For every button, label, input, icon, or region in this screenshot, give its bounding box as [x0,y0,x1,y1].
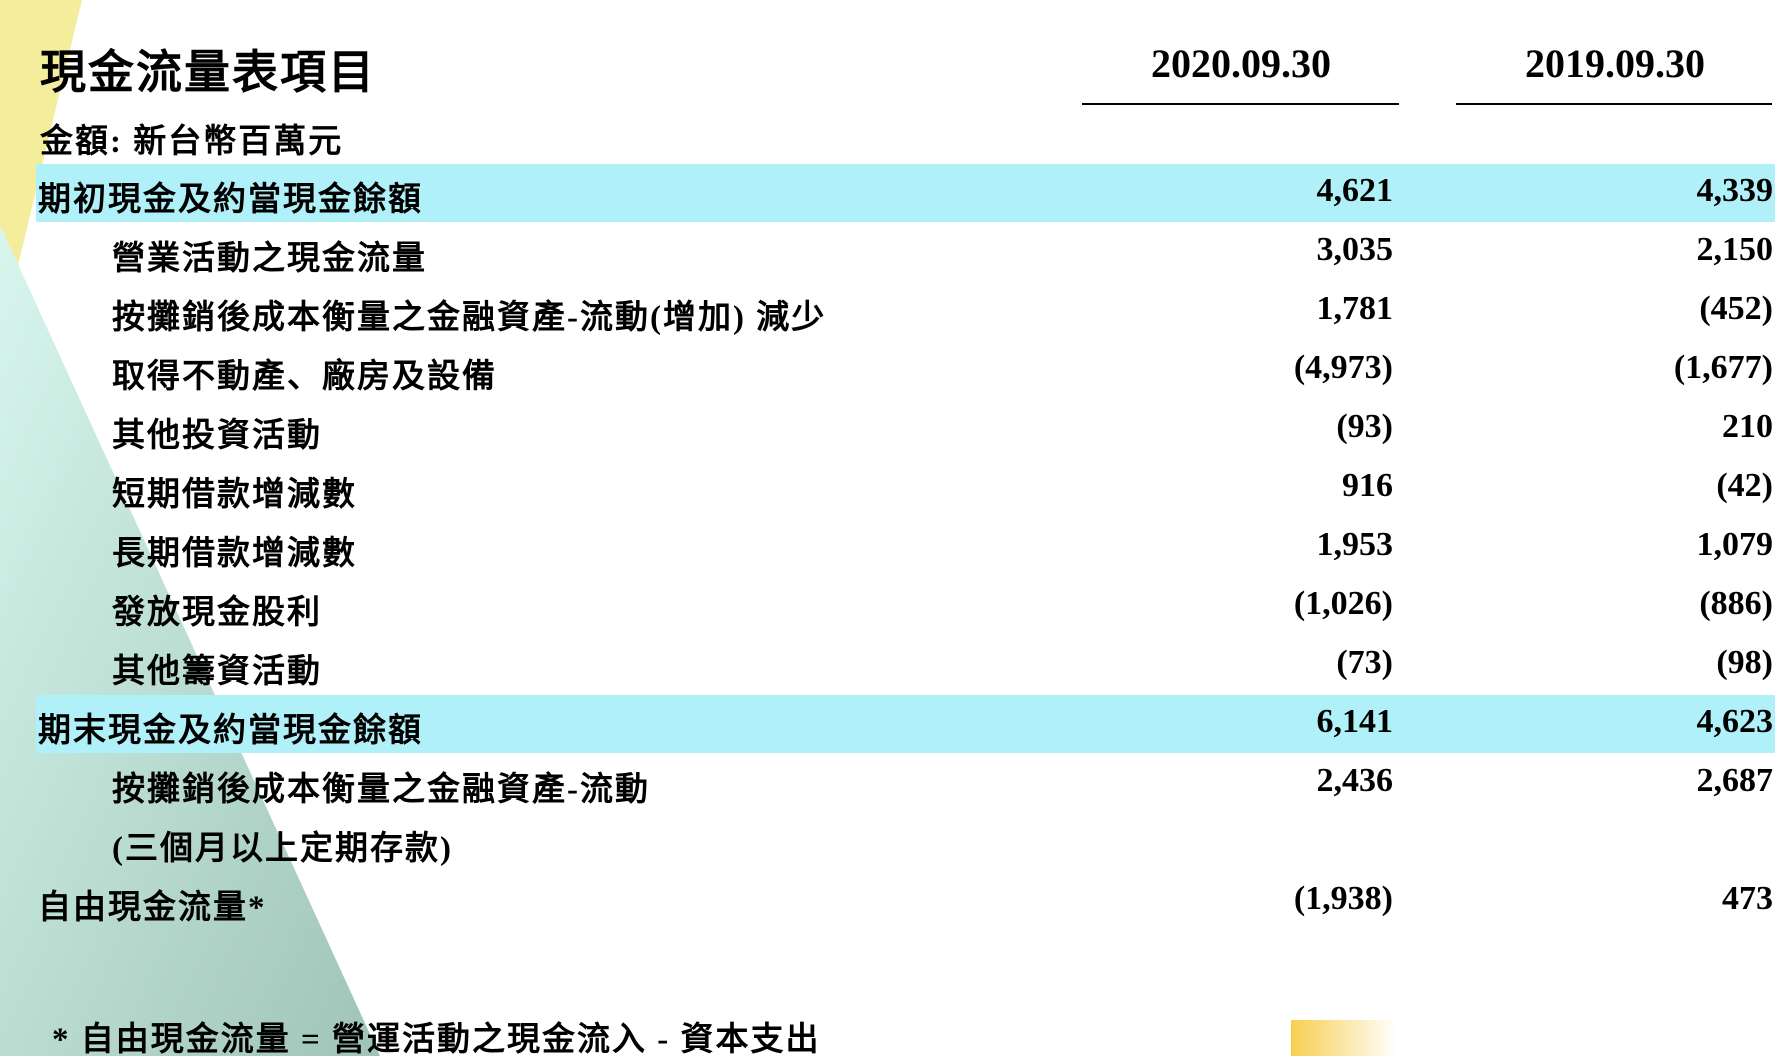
table-row: 短期借款增減數 916 (42) [0,459,1780,517]
highlight-band [36,164,1775,222]
value-2019: 1,079 [1696,526,1774,563]
row-label: 期末現金及約當現金餘額 [38,713,423,749]
row-label: 按攤銷後成本衡量之金融資產-流動(增加) 減少 [112,300,827,336]
table-row: 發放現金股利 (1,026) (886) [0,577,1780,635]
value-2020: 6,141 [1316,703,1394,740]
value-2019: 2,150 [1696,231,1774,268]
row-label: 其他籌資活動 [112,654,322,690]
value-2019: 4,623 [1696,703,1774,740]
column-underline [1082,103,1399,105]
value-2019: (886) [1699,585,1773,622]
value-2020: 3,035 [1316,231,1394,268]
value-2019: 2,687 [1696,762,1774,799]
table-row: 自由現金流量* (1,938) 473 [0,872,1780,930]
value-2020: (93) [1336,408,1393,445]
footnote: * 自由現金流量 = 營運活動之現金流入 - 資本支出 [52,1022,821,1058]
value-2019: 210 [1722,408,1773,445]
value-2020: (4,973) [1293,349,1393,386]
column-underline [1456,103,1772,105]
row-label: (三個月以上定期存款) [112,831,453,867]
table-row: 取得不動產、廠房及設備 (4,973) (1,677) [0,341,1780,399]
value-2020: 2,436 [1316,762,1394,799]
value-2020: (73) [1336,644,1393,681]
column-header-2020: 2020.09.30 [1151,41,1331,86]
value-2019: (452) [1699,290,1773,327]
value-2019: (42) [1716,467,1773,504]
row-label: 期初現金及約當現金餘額 [38,182,423,218]
row-label: 取得不動產、廠房及設備 [112,359,497,395]
value-2020: 1,781 [1316,290,1394,327]
value-2020: 916 [1342,467,1393,504]
row-label: 長期借款增減數 [112,536,357,572]
table-row: 按攤銷後成本衡量之金融資產-流動 2,436 2,687 [0,754,1780,812]
accent-gradient-block [1291,1020,1397,1056]
value-2020: (1,026) [1293,585,1393,622]
row-label: 其他投資活動 [112,418,322,454]
column-header-2019: 2019.09.30 [1525,41,1705,86]
value-2020: (1,938) [1293,880,1393,917]
row-label: 營業活動之現金流量 [112,241,427,277]
table-row: 長期借款增減數 1,953 1,079 [0,518,1780,576]
highlight-band [36,695,1775,753]
row-label: 按攤銷後成本衡量之金融資產-流動 [112,772,650,808]
table-row: 期初現金及約當現金餘額 4,621 4,339 [0,164,1780,222]
table-row: (三個月以上定期存款) [0,813,1780,871]
page-title: 現金流量表項目 [40,47,376,98]
teal-corner-shape [0,225,380,1056]
row-label: 短期借款增減數 [112,477,357,513]
value-2019: 473 [1722,880,1773,917]
value-2020: 1,953 [1316,526,1394,563]
table-row: 其他投資活動 (93) 210 [0,400,1780,458]
value-2019: (98) [1716,644,1773,681]
table-row: 其他籌資活動 (73) (98) [0,636,1780,694]
table-row: 按攤銷後成本衡量之金融資產-流動(增加) 減少 1,781 (452) [0,282,1780,340]
value-2019: (1,677) [1673,349,1773,386]
table-row: 營業活動之現金流量 3,035 2,150 [0,223,1780,281]
value-2019: 4,339 [1696,172,1774,209]
unit-label: 金額: 新台幣百萬元 [40,124,344,160]
row-label: 發放現金股利 [112,595,322,631]
row-label: 自由現金流量* [38,890,267,926]
value-2020: 4,621 [1316,172,1394,209]
table-row: 期末現金及約當現金餘額 6,141 4,623 [0,695,1780,753]
